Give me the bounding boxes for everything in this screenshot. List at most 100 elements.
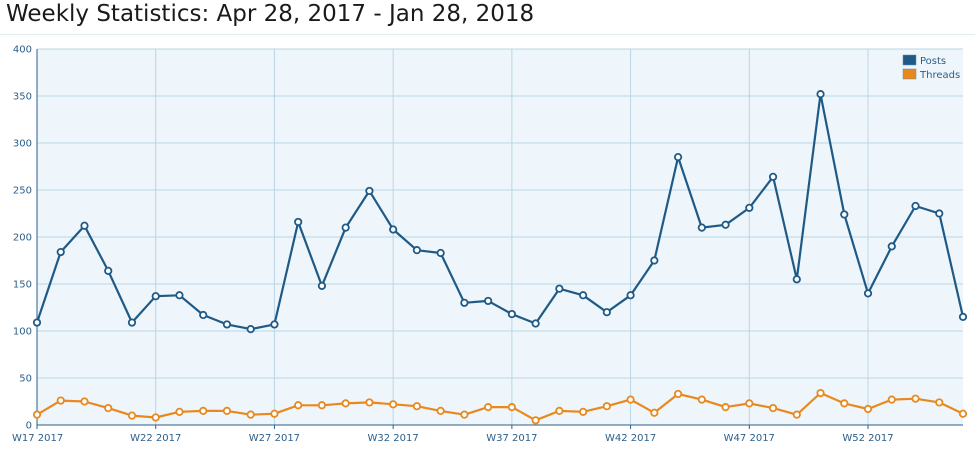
posts-point bbox=[935, 209, 944, 218]
threads-point bbox=[104, 403, 113, 413]
posts-point bbox=[412, 246, 421, 255]
threads-point bbox=[365, 398, 374, 407]
x-tick-label: W42 2017 bbox=[605, 433, 656, 444]
legend-swatch bbox=[902, 68, 917, 80]
threads-point bbox=[32, 410, 42, 419]
posts-point bbox=[460, 298, 469, 307]
posts-point bbox=[317, 281, 327, 290]
threads-point bbox=[602, 402, 611, 411]
x-tick-label: W17 2017 bbox=[12, 433, 63, 444]
posts-point bbox=[768, 172, 778, 181]
legend-label: Posts bbox=[920, 56, 946, 67]
posts-point bbox=[151, 292, 160, 301]
threads-point bbox=[175, 407, 184, 416]
threads-point bbox=[460, 410, 469, 419]
posts-point bbox=[32, 318, 42, 327]
threads-point bbox=[792, 410, 801, 419]
posts-point bbox=[199, 310, 208, 320]
y-tick-label: 50 bbox=[19, 374, 32, 385]
posts-point bbox=[579, 291, 588, 300]
x-tick-label: W52 2017 bbox=[842, 433, 893, 444]
threads-point bbox=[80, 397, 89, 406]
posts-point bbox=[507, 309, 516, 319]
posts-point bbox=[175, 291, 184, 300]
posts-point bbox=[270, 320, 279, 329]
posts-point bbox=[484, 296, 493, 306]
posts-point bbox=[840, 210, 849, 219]
threads-point bbox=[911, 394, 920, 403]
y-tick-label: 100 bbox=[13, 327, 32, 338]
threads-point bbox=[246, 410, 255, 419]
threads-point bbox=[721, 403, 730, 412]
posts-point bbox=[721, 220, 730, 229]
threads-point bbox=[745, 399, 754, 408]
threads-point bbox=[222, 406, 232, 415]
threads-point bbox=[484, 403, 493, 412]
threads-point bbox=[151, 413, 160, 422]
posts-point bbox=[745, 203, 754, 212]
y-tick-label: 200 bbox=[13, 233, 32, 244]
title-divider bbox=[0, 34, 975, 35]
threads-point bbox=[863, 404, 873, 414]
threads-point bbox=[840, 399, 849, 408]
x-tick-label: W22 2017 bbox=[130, 433, 181, 444]
threads-point bbox=[436, 406, 445, 415]
posts-point bbox=[697, 223, 706, 232]
y-tick-label: 150 bbox=[13, 280, 32, 291]
posts-point bbox=[911, 201, 920, 211]
threads-point bbox=[887, 395, 896, 404]
posts-point bbox=[602, 308, 611, 317]
threads-point bbox=[412, 402, 421, 411]
posts-point bbox=[863, 289, 873, 298]
posts-point bbox=[816, 90, 825, 99]
posts-point bbox=[127, 318, 137, 327]
posts-point bbox=[436, 248, 445, 258]
y-tick-label: 0 bbox=[26, 421, 32, 432]
threads-point bbox=[768, 403, 778, 413]
legend-label: Threads bbox=[919, 70, 960, 81]
posts-point bbox=[531, 319, 540, 328]
posts-point bbox=[104, 266, 113, 275]
posts-point bbox=[673, 153, 683, 162]
y-tick-label: 400 bbox=[13, 45, 32, 56]
posts-point bbox=[365, 186, 374, 196]
posts-point bbox=[650, 256, 659, 265]
x-tick-label: W27 2017 bbox=[249, 433, 300, 444]
threads-point bbox=[56, 396, 65, 405]
y-tick-label: 250 bbox=[13, 186, 32, 197]
series bbox=[32, 90, 968, 425]
posts-point bbox=[222, 320, 232, 329]
posts-point bbox=[246, 325, 255, 334]
threads-point bbox=[294, 401, 303, 410]
threads-point bbox=[341, 399, 350, 408]
grid bbox=[36, 48, 963, 426]
posts-point bbox=[389, 225, 398, 234]
axes: 0 50 100 150 200 250 300 350 400 W17 2017 W22 2017… bbox=[12, 45, 963, 444]
x-tick-label: W37 2017 bbox=[486, 433, 537, 444]
threads-point bbox=[555, 406, 564, 415]
posts-point bbox=[887, 242, 896, 251]
threads-point bbox=[199, 406, 208, 415]
threads-point bbox=[673, 389, 683, 399]
threads-point bbox=[626, 395, 635, 404]
threads-point bbox=[389, 400, 398, 409]
threads-point bbox=[531, 416, 540, 425]
y-tick-label: 300 bbox=[13, 139, 32, 150]
posts-point bbox=[555, 284, 564, 293]
threads-point bbox=[579, 407, 588, 416]
posts-series-line bbox=[35, 92, 965, 331]
threads-point bbox=[935, 398, 944, 407]
page-title: Weekly Statistics: Apr 28, 2017 - Jan 28… bbox=[6, 1, 535, 27]
posts-point bbox=[958, 312, 968, 321]
x-tick-label: W32 2017 bbox=[368, 433, 419, 444]
posts-point bbox=[80, 221, 89, 230]
threads-point bbox=[127, 411, 137, 420]
threads-series-line bbox=[36, 391, 964, 422]
posts-point bbox=[792, 275, 801, 284]
threads-point bbox=[507, 403, 516, 412]
threads-point bbox=[697, 395, 706, 404]
y-tick-label: 350 bbox=[13, 92, 32, 103]
posts-point bbox=[341, 223, 350, 232]
threads-point bbox=[958, 409, 968, 418]
